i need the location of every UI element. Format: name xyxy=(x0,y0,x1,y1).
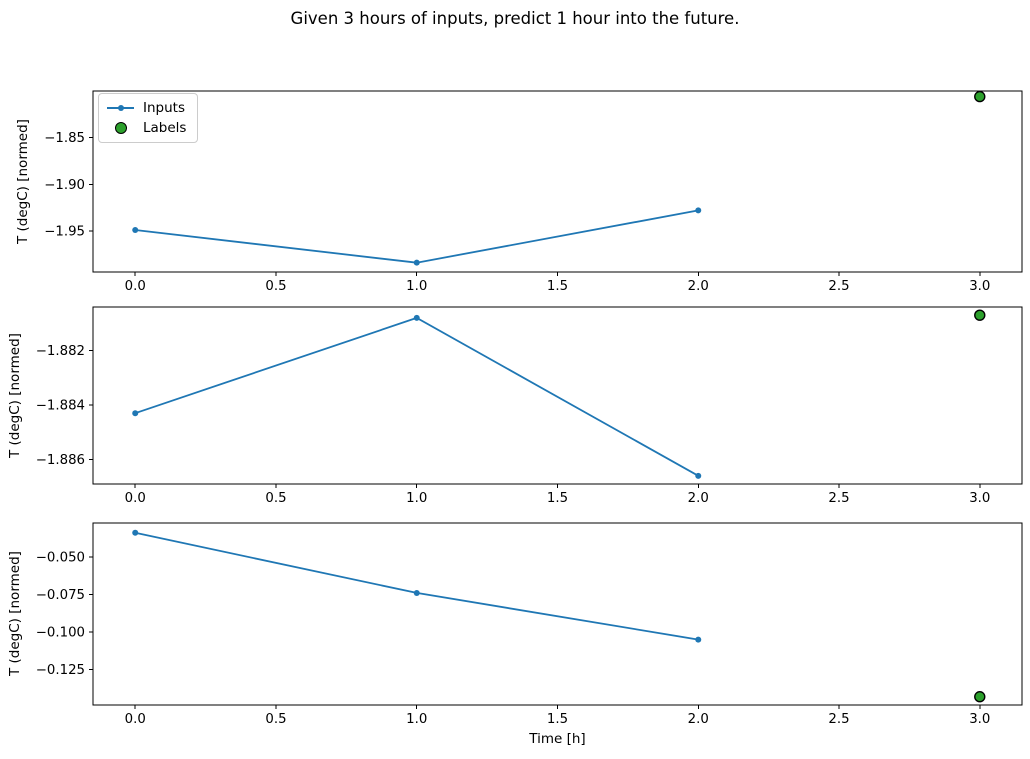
x-tick-label: 2.5 xyxy=(828,712,849,727)
x-tick-label: 0.0 xyxy=(125,491,146,506)
legend-label-inputs: Inputs xyxy=(143,100,185,116)
y-tick-label: −1.95 xyxy=(44,224,85,239)
inputs-line-3 xyxy=(135,531,699,641)
legend-item-labels: Labels xyxy=(107,118,186,138)
y-axis-label-subplot-2: T (degC) [normed] xyxy=(7,333,23,458)
inputs-line-sample xyxy=(107,105,134,111)
x-tick-label: 1.5 xyxy=(547,279,568,294)
legend: Inputs Labels xyxy=(98,93,199,143)
x-tick-label: 1.5 xyxy=(547,712,568,727)
x-tick-label: 3.0 xyxy=(969,712,990,727)
x-tick-label: 3.0 xyxy=(969,491,990,506)
x-tick-label: 0.5 xyxy=(265,491,286,506)
inputs-line-2 xyxy=(134,316,699,477)
x-tick-label: 1.0 xyxy=(406,491,427,506)
y-tick-label: −0.075 xyxy=(36,588,85,603)
axes-frame-3 xyxy=(92,522,1023,706)
y-tick-label: −1.90 xyxy=(44,178,85,193)
x-tick-label: 2.0 xyxy=(688,279,709,294)
labels-point-3 xyxy=(974,691,986,703)
inputs-point xyxy=(132,227,139,234)
y-tick-label: −1.884 xyxy=(36,399,85,414)
x-tick-label: 0.5 xyxy=(265,712,286,727)
y-tick-label: −0.100 xyxy=(36,626,85,641)
x-tick-label: 2.0 xyxy=(688,491,709,506)
labels-circle-icon xyxy=(114,122,127,134)
x-tick-label: 2.0 xyxy=(688,712,709,727)
axes-frame-2 xyxy=(92,306,1023,485)
y-tick-label: −1.85 xyxy=(44,131,85,146)
inputs-point xyxy=(413,589,420,596)
legend-item-inputs: Inputs xyxy=(107,98,186,118)
inputs-point xyxy=(132,529,139,536)
labels-point-2 xyxy=(974,309,986,321)
x-tick-label: 3.0 xyxy=(969,279,990,294)
y-tick-label: −1.886 xyxy=(36,453,85,468)
inputs-point xyxy=(695,207,702,214)
inputs-line-1 xyxy=(135,209,699,264)
axes-frame-1 xyxy=(92,90,1023,273)
labels-point-1 xyxy=(974,90,986,103)
inputs-point xyxy=(695,636,702,643)
y-axis-label-subplot-1: T (degC) [normed] xyxy=(15,119,31,244)
inputs-line-icon xyxy=(107,105,134,111)
y-tick-label: −1.882 xyxy=(36,344,85,359)
x-tick-label: 2.5 xyxy=(828,491,849,506)
x-tick-label: 1.0 xyxy=(406,279,427,294)
inputs-point xyxy=(413,314,420,321)
x-tick-label: 0.5 xyxy=(265,279,286,294)
figure-title: Given 3 hours of inputs, predict 1 hour … xyxy=(290,9,740,28)
x-tick-label: 0.0 xyxy=(125,279,146,294)
x-tick-label: 1.0 xyxy=(406,712,427,727)
y-axis-label-subplot-3: T (degC) [normed] xyxy=(7,551,23,677)
x-tick-label: 0.0 xyxy=(125,712,146,727)
inputs-point xyxy=(413,259,420,266)
inputs-point xyxy=(132,410,139,417)
inputs-marker-icon xyxy=(117,105,124,111)
inputs-point xyxy=(695,472,702,479)
x-tick-label: 2.5 xyxy=(828,279,849,294)
x-tick-label: 1.5 xyxy=(547,491,568,506)
x-axis-label: Time [h] xyxy=(529,731,586,747)
legend-label-labels: Labels xyxy=(143,120,187,136)
y-tick-label: −0.125 xyxy=(36,663,85,678)
labels-marker-sample xyxy=(107,122,134,134)
y-tick-label: −0.050 xyxy=(36,550,85,565)
